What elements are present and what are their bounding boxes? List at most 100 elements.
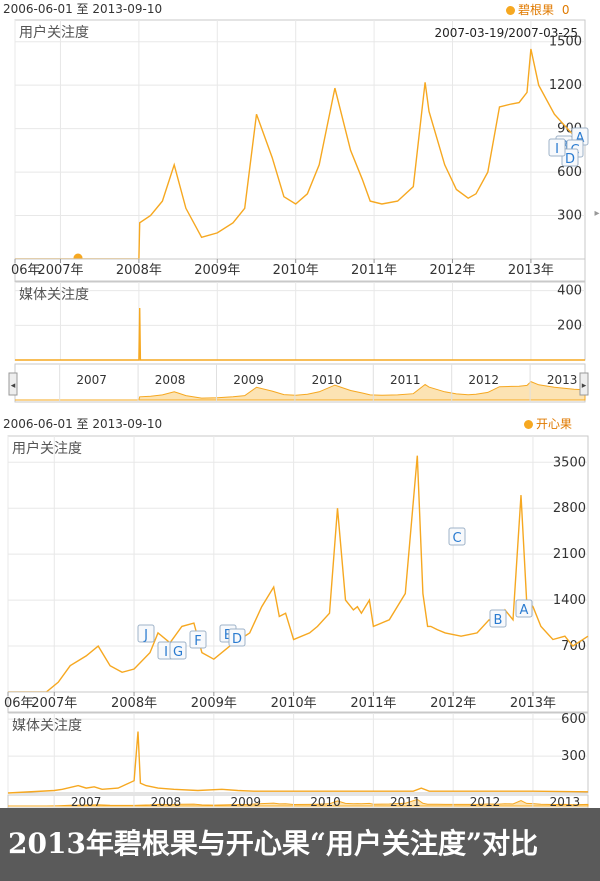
event-markers: ABCDI: [548, 127, 589, 167]
x-tick-label: 2008年: [111, 696, 157, 711]
x-axis-band: [7, 691, 589, 713]
event-marker-label: E: [224, 628, 232, 643]
y-tick-label: 1200: [549, 78, 582, 93]
caption-banner: 2013年碧根果与开心果“用户关注度”对比: [0, 808, 600, 881]
event-marker[interactable]: I: [548, 138, 566, 157]
x-tick-label: 2013年: [510, 696, 556, 711]
main-grid: [14, 20, 585, 259]
event-marker-box: [561, 148, 579, 167]
hover-date-range: 2007-03-19/2007-03-25: [434, 26, 578, 40]
media-y-ticks: 200 400: [557, 284, 582, 334]
x-tick-label: 2010年: [271, 696, 317, 711]
navigator-area: [15, 381, 586, 401]
x-tick-label: 2013年: [508, 263, 554, 278]
event-marker-box: [448, 527, 466, 546]
event-marker[interactable]: J: [137, 624, 155, 643]
media-series-line: [15, 307, 585, 361]
event-marker[interactable]: F: [189, 630, 207, 649]
legend-count: 0: [561, 3, 570, 17]
media-y-tick-label: 300: [561, 749, 586, 764]
navigator-tick-label: 2010: [310, 795, 341, 808]
event-marker-label: G: [173, 645, 183, 660]
navigator-tick-label: 2012: [468, 373, 499, 387]
x-axis-band: [14, 258, 586, 282]
x-tick-label: 2009年: [191, 696, 237, 711]
legend-label: 碧根果: [518, 3, 555, 17]
media-attention-label: 媒体关注度: [12, 718, 82, 734]
series-legend[interactable]: 开心果: [524, 415, 572, 432]
navigator-tick-label: 2011: [390, 795, 421, 808]
x-tick-label: 06年: [11, 263, 41, 278]
y-tick-label: 1500: [549, 35, 582, 50]
event-marker-label: D: [232, 632, 242, 647]
event-marker-box: [137, 624, 155, 643]
event-marker-label: A: [576, 131, 585, 146]
x-tick-label: 2012年: [429, 263, 475, 278]
event-marker-box: [515, 599, 533, 618]
legend-label: 开心果: [536, 417, 573, 431]
navigator-tick-label: 2011: [390, 373, 421, 387]
y-tick-label: 600: [557, 165, 582, 180]
left-handle-icon: ◂: [11, 381, 16, 391]
x-tick-label: 2012年: [430, 696, 476, 711]
pecan-chart-svg: 用户关注度 2007-03-19/2007-03-25 300600900120…: [8, 19, 600, 403]
event-markers: J I GF E D C B A: [137, 527, 533, 660]
date-range-label: 2006-06-01 至 2013-09-10: [3, 2, 163, 16]
media-plot-frame: [14, 281, 586, 361]
x-tick-label: 06年: [4, 696, 34, 711]
series-legend[interactable]: 碧根果 0: [506, 1, 569, 18]
event-marker[interactable]: D: [228, 628, 246, 647]
pecan-chart-panel: 2006-06-01 至 2013-09-10 碧根果 0 用户关注度 2007…: [0, 0, 600, 408]
x-tick-label: 2011年: [350, 696, 396, 711]
main-plot-frame: [14, 19, 586, 260]
event-marker-label: I: [164, 645, 168, 660]
navigator-left-handle[interactable]: [8, 372, 18, 396]
x-tick-label: 2009年: [194, 263, 240, 278]
legend-dot-icon: [524, 420, 533, 429]
y-tick-label: 300: [557, 209, 582, 224]
caption-text: 2013年碧根果与开心果“用户关注度”对比: [8, 827, 539, 860]
media-y-tick-label: 200: [557, 318, 582, 333]
right-handle-icon: ▸: [582, 381, 587, 391]
media-y-ticks: 300 600: [561, 712, 586, 764]
event-marker[interactable]: D: [561, 148, 579, 167]
main-plot-frame: [7, 435, 589, 693]
media-plot-frame: [7, 712, 589, 794]
expand-arrow-icon[interactable]: ▸: [594, 208, 599, 219]
series-line-pecan: [15, 48, 586, 260]
y-tick-label: 700: [561, 639, 586, 654]
x-tick-label: 2007年: [31, 696, 77, 711]
event-marker-label: I: [555, 142, 559, 157]
y-axis-ticks: 700 1400 2100 2800 3500: [553, 455, 586, 654]
y-tick-label: 2800: [553, 501, 586, 516]
x-tick-label: 2007年: [37, 263, 83, 278]
navigator-right-handle[interactable]: [579, 372, 589, 396]
user-attention-label: 用户关注度: [12, 440, 82, 457]
navigator-tick-label: 2012: [470, 795, 501, 808]
event-marker-label: D: [565, 152, 575, 167]
event-marker[interactable]: C: [448, 527, 466, 546]
event-marker[interactable]: A: [515, 599, 533, 618]
navigator-tick-label: 2007: [76, 373, 107, 387]
event-marker[interactable]: G: [169, 641, 187, 660]
event-marker-box: [228, 628, 246, 647]
legend-dot-icon: [506, 6, 515, 15]
event-marker-box: [548, 138, 566, 157]
y-tick-label: 3500: [553, 455, 586, 470]
x-tick-label: 2011年: [351, 263, 397, 278]
navigator-ticks: 2007 2008 2009 2010 2011 2012 2013: [59, 364, 577, 402]
y-tick-label: 2100: [553, 547, 586, 562]
media-attention-label: 媒体关注度: [19, 287, 89, 303]
event-marker-label: A: [520, 603, 529, 618]
user-attention-label: 用户关注度: [19, 24, 89, 41]
event-marker-label: C: [452, 531, 461, 546]
media-y-tick-label: 600: [561, 712, 586, 727]
date-range-label: 2006-06-01 至 2013-09-10: [3, 417, 163, 431]
navigator-tick-label: 2008: [155, 373, 186, 387]
event-marker-box: [189, 630, 207, 649]
event-marker[interactable]: B: [489, 609, 507, 628]
x-tick-label: 2008年: [116, 263, 162, 278]
